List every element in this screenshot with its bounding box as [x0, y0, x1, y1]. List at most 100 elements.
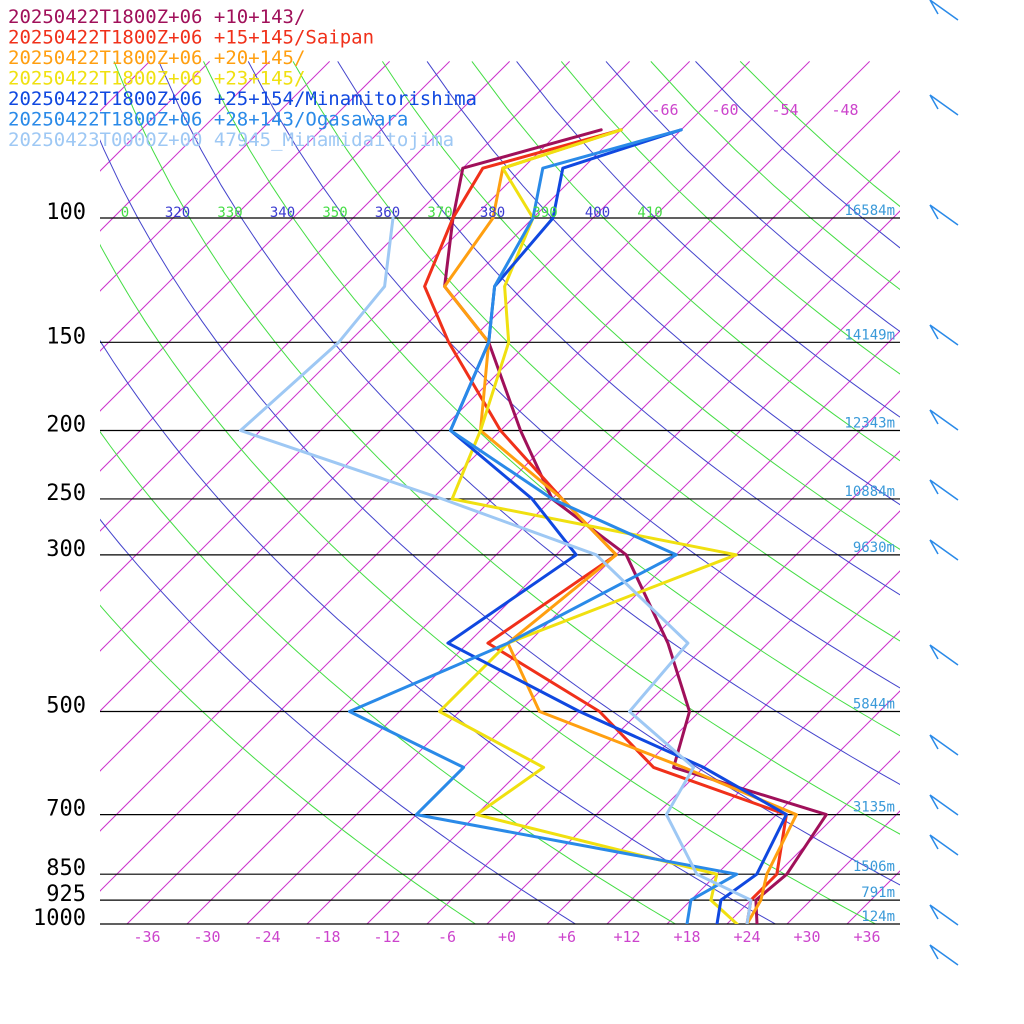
wind-barb-staff — [929, 409, 959, 431]
legend: 20250422T1800Z+06 +10+143/20250422T1800Z… — [8, 6, 477, 151]
temperature-tick-label: -18 — [313, 928, 340, 946]
legend-entry: 20250422T1800Z+06 +23+145/ — [8, 68, 305, 90]
isotherm-line — [100, 61, 870, 832]
series-line — [438, 128, 739, 924]
temperature-tick-label: +18 — [673, 928, 700, 946]
wind-barb-flag — [929, 794, 939, 810]
mixing-ratio-label: -48 — [831, 101, 858, 119]
axis-labels: 100 16584m 150 14149m 200 12343m 250 10884m 300 9… — [33, 101, 895, 946]
wind-barb-flag — [929, 834, 939, 850]
pressure-label: 500 — [46, 693, 86, 718]
wind-barb-flag — [929, 409, 939, 425]
wind-barb-staff — [929, 794, 959, 816]
pressure-label: 100 — [46, 200, 86, 225]
theta-label: 400 — [585, 205, 610, 221]
isotherm-line — [100, 61, 510, 472]
temperature-tick-label: +0 — [498, 928, 516, 946]
isotherm-line — [666, 690, 900, 924]
temperature-tick-label: -36 — [133, 928, 160, 946]
isotherm-line — [486, 510, 900, 924]
isotherm-line — [100, 61, 810, 772]
wind-barb — [929, 409, 959, 431]
isotherm-line — [426, 450, 900, 924]
isotherm-line — [100, 61, 270, 232]
dry-adiabat-line — [560, 61, 900, 375]
height-label: 14149m — [844, 327, 895, 343]
temperature-tick-label: +36 — [853, 928, 880, 946]
wind-barb-flag — [929, 904, 939, 920]
mixing-ratio-label: -66 — [651, 101, 678, 119]
dry-adiabat-line — [158, 61, 900, 785]
legend-entry: 20250422T1800Z+06 +20+145/ — [8, 47, 305, 69]
wind-barb — [929, 794, 959, 816]
height-label: 1506m — [853, 859, 895, 875]
wind-barb-staff — [929, 734, 959, 756]
wind-barb-staff — [929, 479, 959, 501]
wind-barb-flag — [929, 944, 939, 960]
sounding-profiles — [239, 128, 828, 924]
wind-barb-staff — [929, 944, 959, 966]
legend-entry: 20250423T0000Z+00 47945_Minamidaitojima — [8, 129, 454, 151]
temperature-tick-label: +24 — [733, 928, 760, 946]
temperature-tick-label: -30 — [193, 928, 220, 946]
isotherm-line — [100, 61, 210, 172]
mixing-ratio-label: -54 — [771, 101, 798, 119]
wind-barb — [929, 539, 959, 561]
height-label: 124m — [861, 909, 895, 925]
pressure-label: 200 — [46, 413, 86, 438]
height-label: 3135m — [853, 800, 895, 816]
height-label: 10884m — [844, 484, 895, 500]
wind-barbs — [929, 0, 959, 966]
wind-barb-flag — [929, 324, 939, 340]
wind-barb — [929, 904, 959, 926]
theta-label: 350 — [322, 205, 347, 221]
wind-barb-flag — [929, 644, 939, 660]
wind-barb — [929, 94, 959, 116]
isotherm-line — [100, 61, 330, 292]
dry-adiabat-line — [100, 518, 576, 924]
series-line — [446, 128, 788, 924]
series-line — [348, 128, 739, 924]
wind-barb — [929, 834, 959, 856]
theta-label: 330 — [217, 205, 242, 221]
isotherm-line — [726, 750, 900, 924]
isotherm-line — [0, 61, 30, 924]
wind-barb — [929, 944, 959, 966]
temperature-tick-label: +12 — [613, 928, 640, 946]
legend-entry: 20250422T1800Z+06 +25+154/Minamitorishim… — [8, 88, 477, 110]
dry-adiabat-line — [100, 339, 776, 924]
isotherm-line — [606, 630, 900, 924]
wind-barb-staff — [929, 834, 959, 856]
dry-adiabat-line — [381, 61, 900, 550]
temperature-tick-label: +6 — [558, 928, 576, 946]
pressure-label: 850 — [46, 856, 86, 881]
pressure-label: 700 — [46, 797, 86, 822]
isotherm-line — [100, 61, 390, 352]
dry-adiabat-line — [650, 61, 900, 291]
temperature-tick-label: -6 — [438, 928, 456, 946]
wind-barb-flag — [929, 204, 939, 220]
theta-label: 410 — [637, 205, 662, 221]
series-line — [239, 216, 753, 924]
wind-barb — [929, 324, 959, 346]
background-grid — [0, 61, 900, 924]
height-label: 16584m — [844, 203, 895, 219]
wind-barb-staff — [929, 539, 959, 561]
temperature-tick-label: -12 — [373, 928, 400, 946]
isotherm-line — [246, 270, 900, 924]
dry-adiabat-line — [247, 61, 900, 689]
wind-barb-staff — [929, 0, 959, 21]
wind-barb-staff — [929, 204, 959, 226]
wind-barb-staff — [929, 324, 959, 346]
theta-label: 380 — [480, 205, 505, 221]
temperature-tick-label: -24 — [253, 928, 280, 946]
wind-barb-flag — [929, 734, 939, 750]
wind-barb-staff — [929, 94, 959, 116]
isotherm-line — [366, 390, 900, 924]
dry-adiabat-line — [100, 604, 476, 924]
legend-entry: 20250422T1800Z+06 +10+143/ — [8, 6, 305, 28]
theta-label: 340 — [270, 205, 295, 221]
legend-entry: 20250422T1800Z+06 +15+145/Saipan — [8, 27, 374, 49]
dry-adiabat-line — [337, 61, 900, 596]
